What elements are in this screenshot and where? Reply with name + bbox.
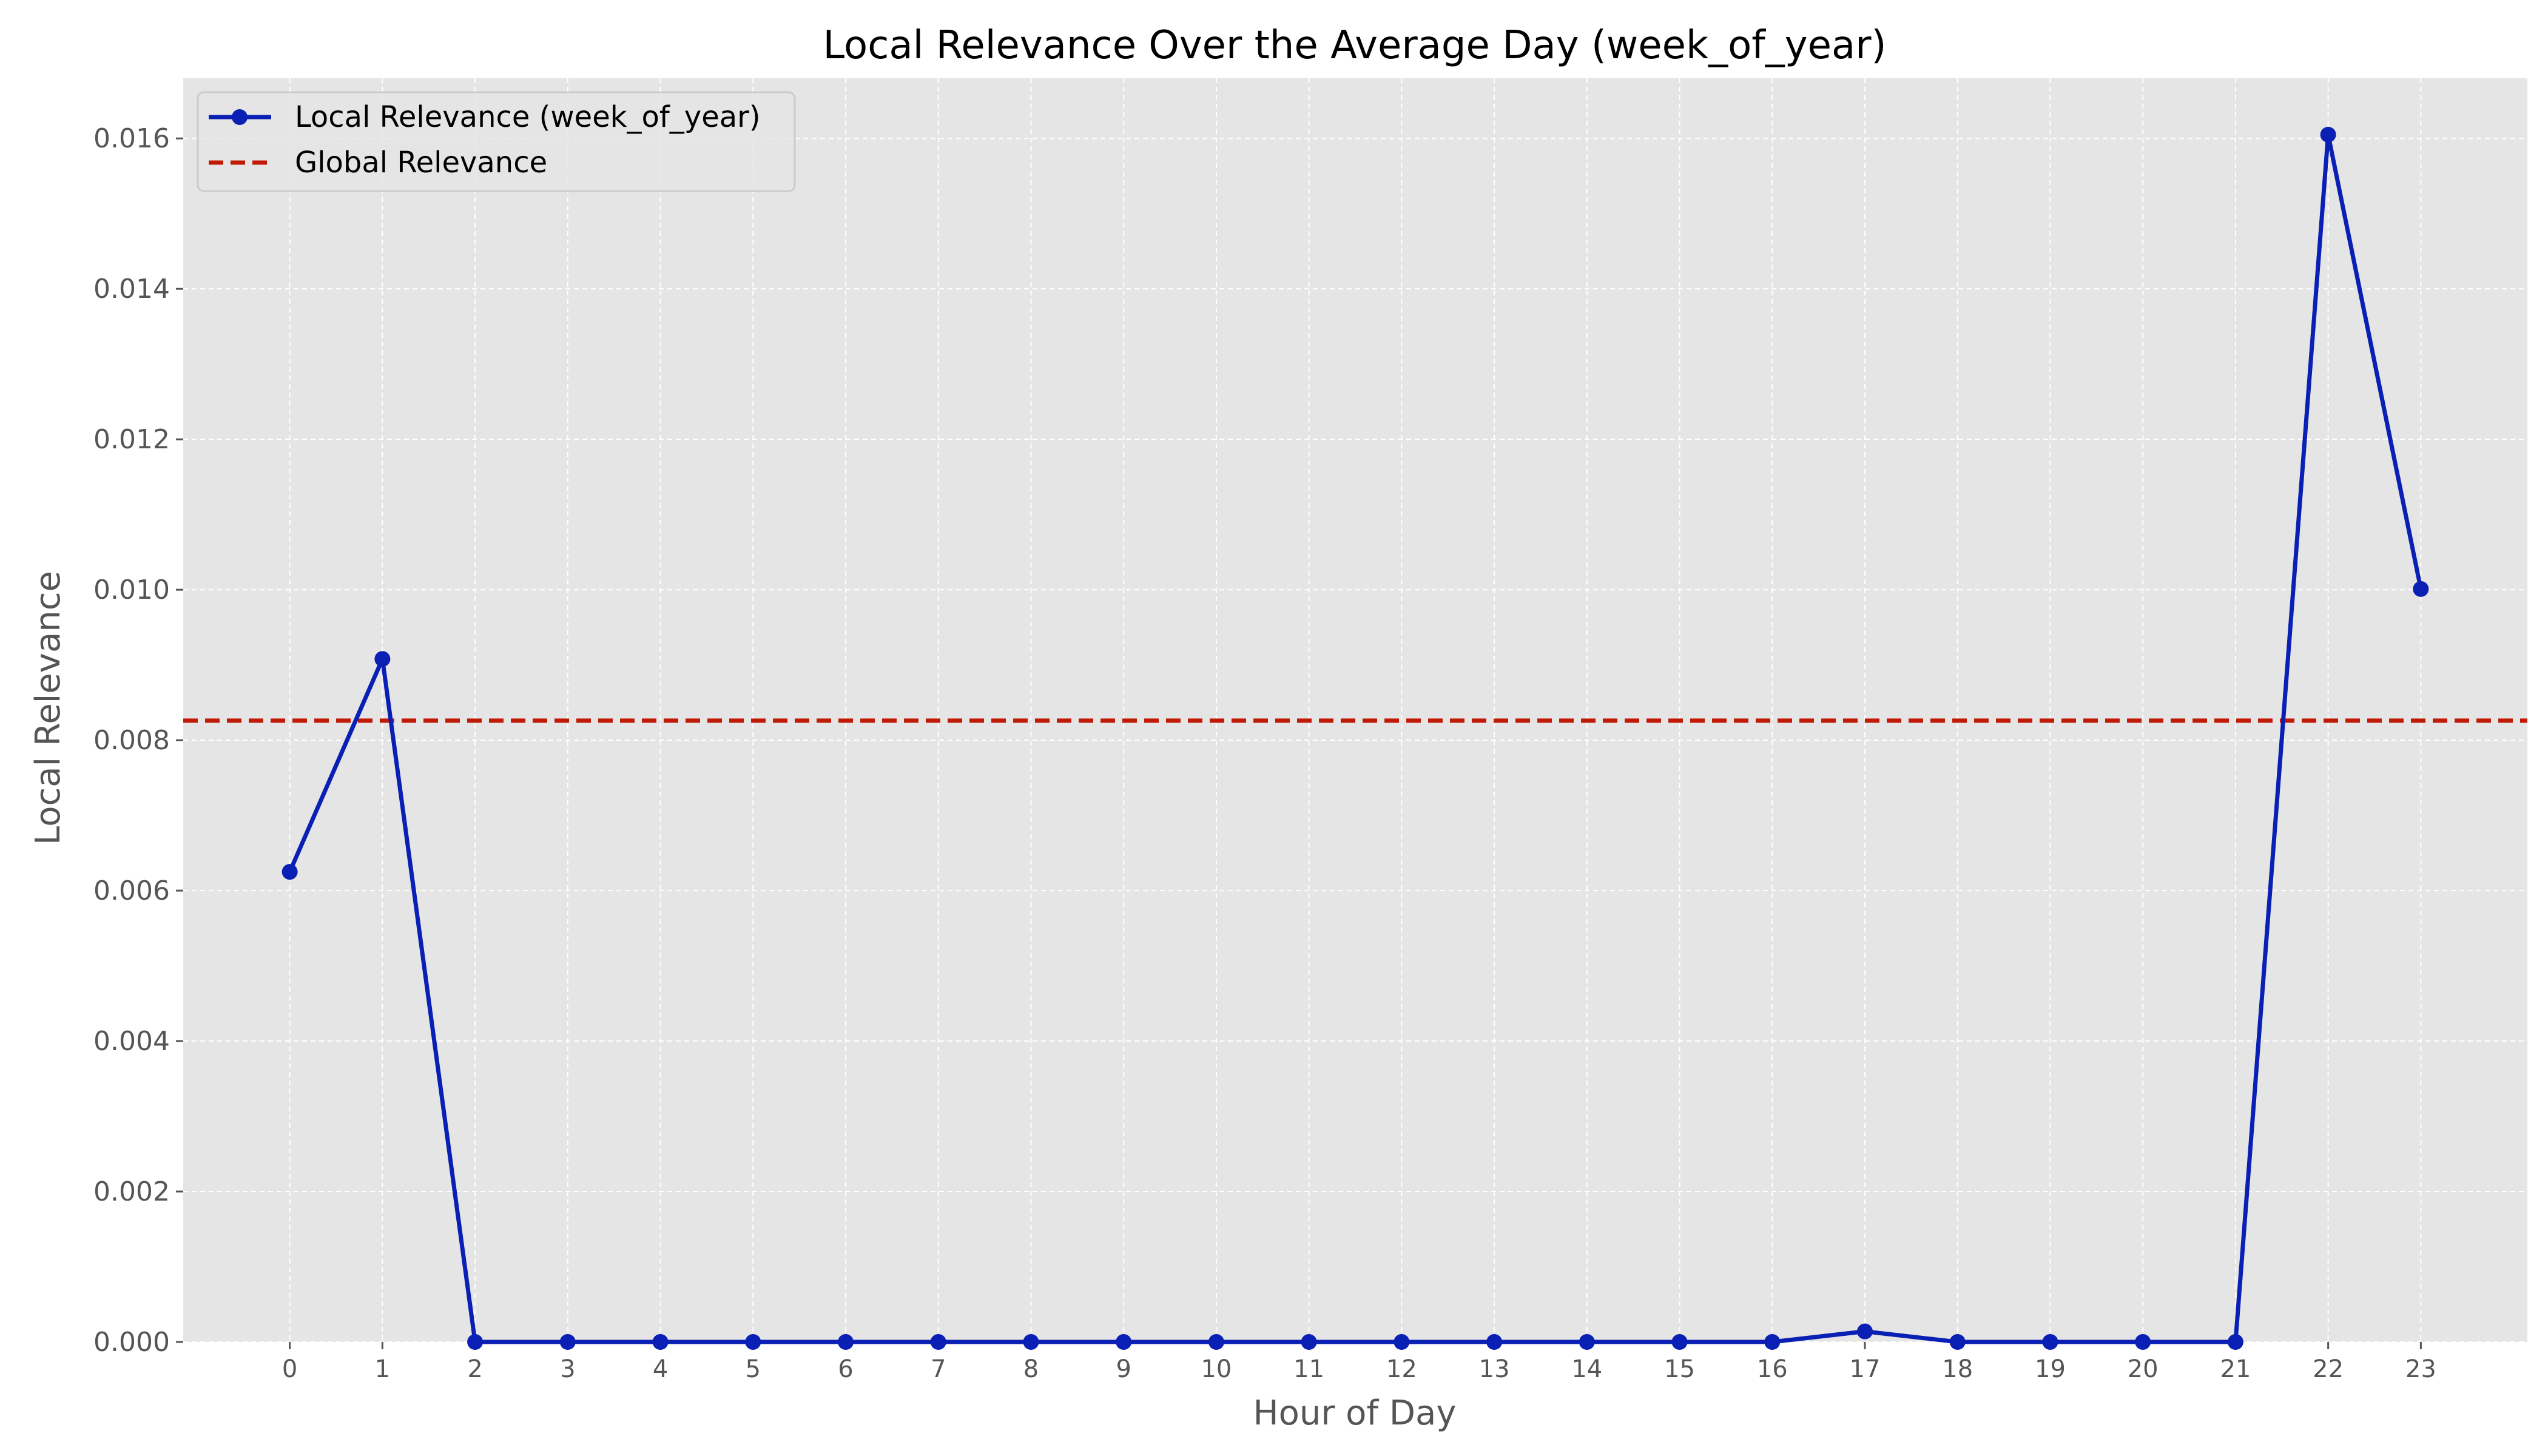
x-tick-label: 11 [1293,1355,1324,1383]
y-tick-label: 0.000 [93,1327,170,1358]
x-tick-label: 10 [1201,1355,1232,1383]
local-relevance-point [838,1334,854,1350]
local-relevance-point [745,1334,761,1350]
local-relevance-line [288,132,2423,1344]
local-relevance-point [559,1334,576,1350]
x-tick-label: 5 [746,1355,761,1383]
x-tick-label: 9 [1116,1355,1131,1383]
x-tick-label: 13 [1479,1355,1510,1383]
local-relevance-point [1949,1334,1966,1350]
local-relevance-point [1301,1334,1317,1350]
local-relevance-point [930,1334,946,1350]
legend-marker-local-relevance [232,109,248,125]
x-tick-label: 12 [1386,1355,1417,1383]
x-tick-label: 17 [1850,1355,1881,1383]
local-relevance-point [652,1334,669,1350]
local-relevance-point [1857,1323,1873,1340]
x-tick-label: 14 [1571,1355,1602,1383]
local-relevance-point [2227,1334,2243,1350]
legend-box [197,91,796,192]
local-relevance-point [1486,1334,1503,1350]
x-tick-label: 15 [1664,1355,1695,1383]
local-relevance-point [1023,1334,1039,1350]
x-tick-label: 8 [1023,1355,1039,1383]
y-tick-label: 0.004 [93,1026,170,1057]
local-relevance-point [2042,1334,2058,1350]
x-tick-label: 20 [2128,1355,2159,1383]
local-relevance-point [2413,581,2429,597]
local-relevance-point [1579,1334,1595,1350]
legend: Local Relevance (week_of_year) Global Re… [197,91,796,192]
local-relevance-point [1394,1334,1410,1350]
x-tick-label: 19 [2035,1355,2066,1383]
local-relevance-point [2320,126,2336,143]
x-tick-label: 22 [2313,1355,2344,1383]
y-tick-label: 0.010 [93,575,170,605]
local-relevance-point [1116,1334,1132,1350]
x-tick-label: 3 [560,1355,575,1383]
plot-area [183,78,2527,1342]
y-tick-label: 0.012 [93,424,170,455]
x-tick-label: 4 [653,1355,668,1383]
axis-ticks: 0.000 0.002 0.004 0.006 0.008 0.010 0.012 0.014… [93,123,2436,1383]
local-relevance-point [281,864,298,880]
x-tick-label: 23 [2405,1355,2436,1383]
chart-title: Local Relevance Over the Average Day (we… [823,23,1887,68]
x-tick-label: 16 [1757,1355,1788,1383]
local-relevance-point [1764,1334,1781,1350]
y-tick-label: 0.014 [93,274,170,305]
x-tick-label: 6 [838,1355,853,1383]
series-layer [183,126,2527,1350]
local-relevance-point [1671,1334,1688,1350]
x-tick-label: 7 [931,1355,946,1383]
local-relevance-point [2135,1334,2151,1350]
x-axis-label: Hour of Day [1253,1394,1456,1433]
local-relevance-point [467,1334,484,1350]
x-tick-label: 0 [282,1355,297,1383]
y-tick-label: 0.006 [93,875,170,906]
legend-label-global-relevance: Global Relevance [295,146,547,180]
legend-label-local-relevance: Local Relevance (week_of_year) [295,100,761,134]
local-relevance-point [374,651,391,667]
x-tick-label: 2 [467,1355,482,1383]
x-tick-label: 18 [1942,1355,1973,1383]
x-tick-label: 1 [375,1355,390,1383]
y-tick-label: 0.002 [93,1176,170,1207]
y-axis-label: Local Relevance [29,571,68,845]
y-tick-label: 0.016 [93,123,170,154]
x-tick-label: 21 [2220,1355,2251,1383]
local-relevance-point [1208,1334,1224,1350]
y-tick-label: 0.008 [93,725,170,756]
